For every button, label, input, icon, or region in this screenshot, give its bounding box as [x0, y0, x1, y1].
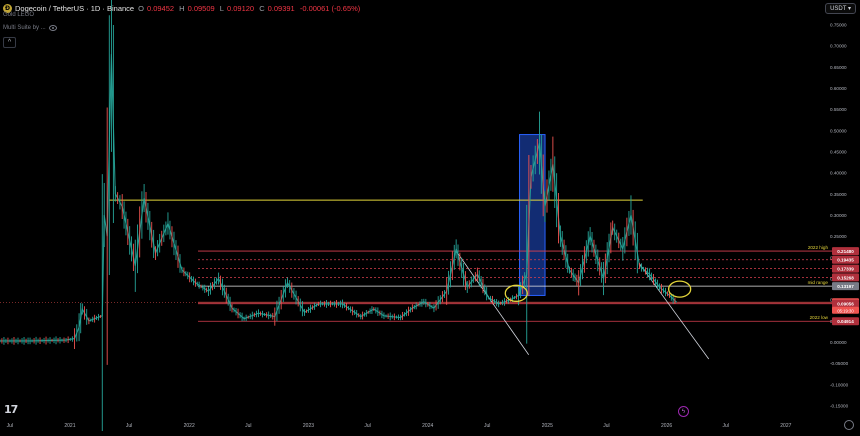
currency-label: USDT	[830, 6, 847, 12]
price-tag	[832, 317, 859, 326]
price-tag-label: 0.19435	[837, 258, 854, 263]
y-tick-label: 0.70000	[830, 44, 847, 49]
chart-header: Ð Dogecoin / TetherUS · 1D · Binance O 0.…	[0, 0, 363, 16]
x-tick-label: 2022	[184, 423, 195, 429]
trendline	[639, 263, 710, 360]
price-tag-label: 0.13197	[837, 284, 854, 289]
countdown-label: 05:19:30	[837, 308, 854, 313]
indicator-multi-suite[interactable]: Multi Suite by ...	[3, 25, 57, 31]
change-value: -0.00061 (-0.65%)	[299, 3, 361, 13]
y-tick-label: 0.75000	[830, 22, 847, 27]
close-value: 0.09391	[267, 3, 295, 13]
x-tick-label: 2023	[303, 423, 314, 429]
chevron-down-icon: ▾	[847, 6, 851, 12]
price-series-line	[0, 54, 678, 342]
indicator-multi-suite-label: Multi Suite by ...	[3, 25, 46, 31]
tradingview-logo-icon: 17	[4, 403, 18, 416]
x-tick-label: Jul	[484, 423, 490, 429]
x-tick-label: Jul	[245, 423, 251, 429]
yellow-circle-annotation	[668, 280, 692, 298]
open-value: 0.09452	[146, 3, 175, 13]
price-tag-label: 0.21480	[837, 249, 854, 254]
price-tag-label: 0.04914	[837, 319, 854, 324]
high-value: 0.09509	[187, 3, 215, 13]
indicator-gold-lego[interactable]: Gold LEGO	[3, 12, 35, 18]
x-tick-label: 2027	[780, 423, 791, 429]
price-level-label: 2022 high	[808, 245, 829, 250]
y-tick-label: 0.45000	[830, 149, 847, 154]
price-tag-label: 0.09056	[837, 302, 854, 307]
ohlc-values: O 0.09452 H 0.09509 L 0.09120 C 0.09391 -0.0…	[138, 3, 361, 13]
currency-selector[interactable]: USDT ▾	[825, 3, 856, 14]
low-value: 0.09120	[226, 3, 255, 13]
price-tag	[832, 264, 859, 273]
x-tick-label: Jul	[364, 423, 370, 429]
x-tick-label: 2026	[661, 423, 672, 429]
price-level-label: mid range	[808, 280, 829, 285]
symbol-title[interactable]: Dogecoin / TetherUS · 1D · Binance	[15, 3, 135, 13]
yellow-circle-annotation	[504, 284, 528, 302]
y-tick-label: 0.00000	[830, 340, 847, 345]
price-tag	[832, 273, 859, 282]
x-tick-label: Jul	[7, 423, 13, 429]
y-tick-label: 0.25000	[830, 234, 847, 239]
dogecoin-icon: Ð	[3, 3, 12, 13]
price-tag	[832, 255, 859, 264]
collapse-legend-button[interactable]: ^	[3, 37, 16, 48]
x-tick-label: Jul	[126, 423, 132, 429]
y-tick-label: 0.30000	[830, 213, 847, 218]
price-level-label: 2022 low	[810, 315, 829, 320]
y-tick-label: -0.15000	[830, 404, 849, 409]
y-tick-label: -0.10000	[830, 382, 849, 387]
x-tick-label: Jul	[603, 423, 609, 429]
price-tag-label: 0.15268	[837, 275, 854, 280]
y-tick-label: -0.05000	[830, 361, 849, 366]
y-tick-label: 0.35000	[830, 192, 847, 197]
y-tick-label: 0.60000	[830, 86, 847, 91]
settings-icon[interactable]	[844, 420, 854, 430]
price-tag-label: 0.17339	[837, 267, 854, 272]
chevron-up-icon: ^	[7, 39, 12, 46]
price-tag	[832, 282, 859, 291]
lightning-icon[interactable]: ϟ	[678, 406, 689, 417]
price-tag	[832, 247, 859, 256]
y-tick-label: 0.50000	[830, 128, 847, 133]
y-tick-label: 0.55000	[830, 107, 847, 112]
x-tick-label: 2025	[542, 423, 553, 429]
x-tick-label: 2024	[422, 423, 433, 429]
x-tick-label: 2021	[64, 423, 75, 429]
countdown-tag	[832, 306, 859, 314]
price-tag	[832, 299, 859, 308]
y-tick-label: 0.65000	[830, 65, 847, 70]
x-tick-label: Jul	[723, 423, 729, 429]
eye-icon[interactable]	[48, 25, 57, 31]
y-tick-label: 0.40000	[830, 171, 847, 176]
